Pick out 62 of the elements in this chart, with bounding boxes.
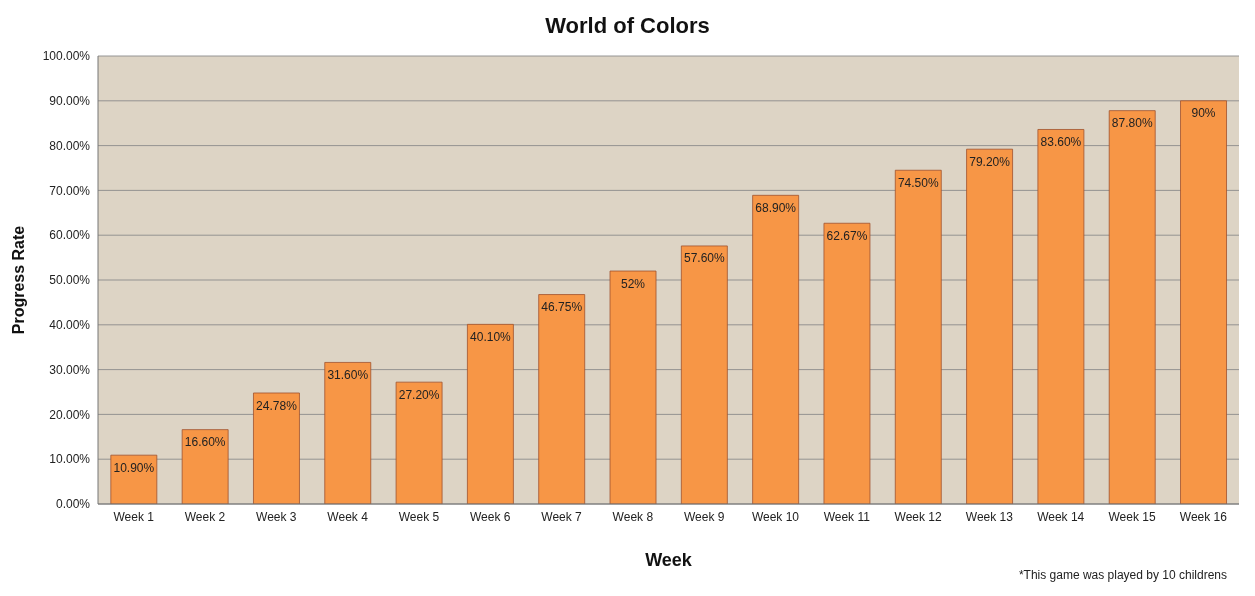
data-label: 40.10% [470,329,512,344]
data-label: 90% [1191,106,1216,121]
data-label: 68.90% [755,200,797,215]
data-label: 46.75% [541,300,583,315]
bar [680,245,728,504]
data-label: 10.90% [113,460,155,475]
bar [181,429,229,504]
bar [1180,100,1227,504]
y-tick-label: 20.00% [49,407,91,422]
data-label: 62.67% [826,228,868,243]
bar [538,294,586,504]
text: *This game was played by 10 childrens [1018,568,1227,582]
x-tick-label: Week 3 [256,509,297,524]
bar [894,169,942,504]
bar [823,222,871,504]
x-tick-label: Week 5 [398,509,440,524]
x-tick-label: Week 7 [541,509,583,524]
y-tick-label: 80.00% [49,138,91,153]
data-label: 87.80% [1111,116,1153,131]
data-label: 74.50% [897,175,939,190]
chart-title: World of Colors [544,12,711,40]
bar [253,392,300,504]
data-label: 57.60% [683,251,726,266]
x-tick-label: Week 4 [327,509,369,524]
y-tick-label: 10.00% [49,452,91,467]
x-tick-label: Week 11 [823,509,871,524]
x-axis-title: Week [645,550,693,570]
data-label: 79.20% [969,154,1011,169]
x-tick-label: Week 10 [751,509,800,524]
y-tick-label: 100.00% [42,49,91,64]
x-tick-label: Week 8 [612,509,654,524]
data-label: 52% [621,276,646,291]
bar [395,381,443,504]
bar [609,270,657,504]
data-label: 83.60% [1040,134,1082,149]
bar [324,362,372,504]
x-tick-label: Week 14 [1037,509,1085,524]
x-tick-label: Week 9 [683,509,725,524]
y-tick-label: 40.00% [49,318,91,333]
y-tick-label: 70.00% [49,183,91,198]
y-tick-label: 30.00% [49,362,91,377]
x-tick-label: Week 12 [894,509,942,524]
bar [966,148,1013,504]
x-tick-label: Week 13 [965,509,1014,524]
data-label: 24.78% [256,398,298,413]
x-tick-label: Week 1 [113,509,155,524]
data-label: 31.60% [327,367,369,382]
data-label: 27.20% [398,387,440,402]
bar [1037,129,1085,504]
y-tick-label: 60.00% [49,228,91,243]
x-tick-label: Week 16 [1179,509,1228,524]
y-tick-label: 50.00% [49,273,91,288]
y-tick-label: 90.00% [49,94,91,109]
bar [1108,110,1156,504]
x-tick-label: Week 2 [184,509,226,524]
x-tick-label: Week 15 [1108,509,1156,524]
y-axis-title: Progress Rate [9,225,27,335]
bar [467,323,514,504]
data-label: 16.60% [184,435,226,450]
bar [752,194,800,504]
y-tick-label: 0.00% [55,497,91,512]
x-tick-label: Week 6 [469,509,511,524]
